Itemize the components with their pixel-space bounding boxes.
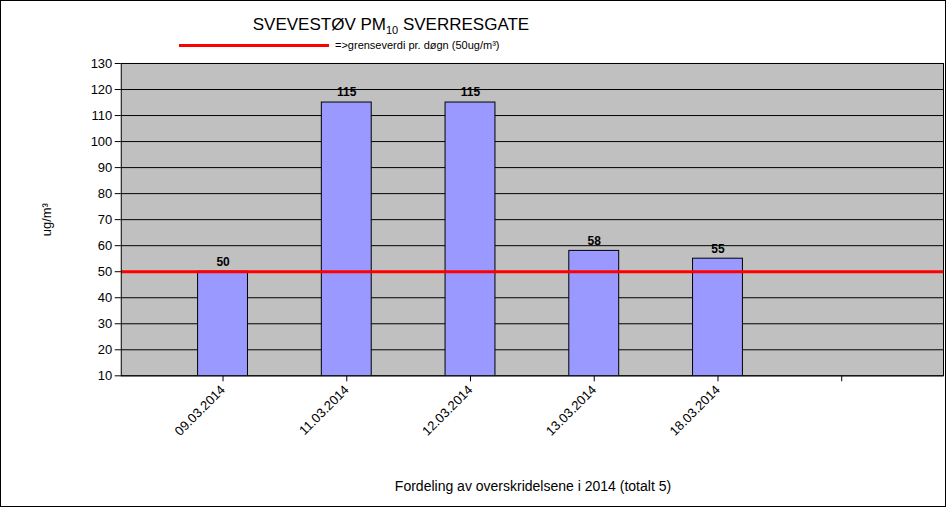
svg-text:110: 110 bbox=[92, 108, 113, 123]
svg-text:12.03.2014: 12.03.2014 bbox=[419, 382, 476, 439]
svg-text:50: 50 bbox=[216, 255, 230, 269]
svg-text:70: 70 bbox=[98, 212, 112, 227]
svg-text:09.03.2014: 09.03.2014 bbox=[172, 382, 229, 439]
svg-text:120: 120 bbox=[91, 82, 113, 97]
svg-text:58: 58 bbox=[588, 234, 602, 248]
svg-text:80: 80 bbox=[98, 186, 112, 201]
html-text:SVEVESTØV PM10SVERRESGATE: SVEVESTØV PM10SVERRESGATE bbox=[252, 15, 530, 37]
svg-text:40: 40 bbox=[98, 290, 112, 305]
html-text:=>grenseverdi pr. døgn (50ug/m: =>grenseverdi pr. døgn (50ug/m³) bbox=[335, 39, 500, 51]
svg-text:100: 100 bbox=[91, 134, 113, 149]
html-text:Fordeling av overskridelsene i: Fordeling av overskridelsene i 2014 (tot… bbox=[394, 478, 672, 494]
svg-text:115: 115 bbox=[461, 85, 481, 99]
svg-text:13.03.2014: 13.03.2014 bbox=[543, 382, 600, 439]
svg-text:18.03.2014: 18.03.2014 bbox=[667, 382, 724, 439]
svg-text:55: 55 bbox=[711, 242, 725, 256]
svg-text:ug/m³: ug/m³ bbox=[39, 202, 54, 236]
svg-text:60: 60 bbox=[98, 238, 112, 253]
svg-text:50: 50 bbox=[98, 264, 112, 279]
svg-text:11.03.2014: 11.03.2014 bbox=[296, 382, 352, 438]
svg-text:90: 90 bbox=[98, 160, 112, 175]
svg-text:20: 20 bbox=[98, 342, 112, 357]
svg-text:115: 115 bbox=[337, 85, 357, 99]
svg-text:10: 10 bbox=[98, 368, 112, 383]
svg-text:30: 30 bbox=[98, 316, 112, 331]
svg-text:130: 130 bbox=[91, 58, 113, 71]
